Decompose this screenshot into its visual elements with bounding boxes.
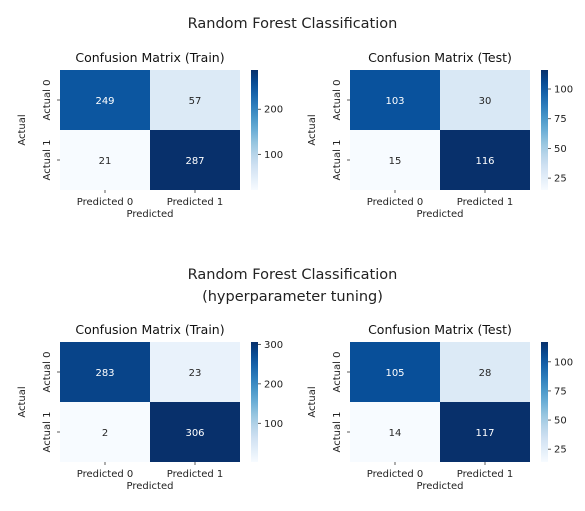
cell-value-r0-c1: 23 xyxy=(189,368,202,379)
bottom-suptitle-line1: Random Forest Classification xyxy=(187,267,398,283)
heatmap-cell-r0-c0 xyxy=(60,70,150,130)
x-axis-label: Predicted xyxy=(417,209,464,220)
cell-value-r1-c0: 21 xyxy=(99,156,112,167)
colorbar xyxy=(541,70,548,190)
colorbar xyxy=(541,342,548,462)
cell-value-r1-c0: 15 xyxy=(389,156,402,167)
chart-title: Confusion Matrix (Test) xyxy=(368,322,512,337)
x-tick-label-1: Predicted 1 xyxy=(457,469,513,480)
heatmap-cell-r1-c0 xyxy=(60,130,150,190)
x-tick-label-1: Predicted 1 xyxy=(167,197,223,208)
cell-value-r0-c0: 249 xyxy=(95,96,114,107)
x-tick-label-0: Predicted 0 xyxy=(77,197,133,208)
heatmap-test-default: Confusion Matrix (Test) 103 30 15 116 Predict… xyxy=(307,50,573,220)
x-axis-label: Predicted xyxy=(127,209,174,220)
y-axis-label: Actual xyxy=(17,114,28,145)
cell-value-r0-c1: 28 xyxy=(479,368,492,379)
heatmap-cell-r1-c1 xyxy=(440,402,530,462)
colorbar xyxy=(251,342,258,462)
heatmap-train-default: Confusion Matrix (Train) 249 57 21 287 Predic… xyxy=(17,50,283,220)
colorbar-tick-label-0: 100 xyxy=(264,150,283,161)
x-axis-label: Predicted xyxy=(417,481,464,492)
x-tick-label-0: Predicted 0 xyxy=(77,469,133,480)
chart-title: Confusion Matrix (Test) xyxy=(368,50,512,65)
y-axis-label: Actual xyxy=(307,386,318,417)
heatmap-cell-r1-c0 xyxy=(350,130,440,190)
top-suptitle: Random Forest Classification xyxy=(187,16,398,32)
heatmap-train-tuned: Confusion Matrix (Train) 283 23 2 306 Predict… xyxy=(17,322,283,492)
colorbar-tick-label-1: 200 xyxy=(264,379,283,390)
x-tick-label-0: Predicted 0 xyxy=(367,197,423,208)
colorbar-tick-label-3: 100 xyxy=(554,357,573,368)
colorbar-tick-label-3: 100 xyxy=(554,85,573,96)
heatmap-cell-r0-c0 xyxy=(60,342,150,402)
x-axis-label: Predicted xyxy=(127,481,174,492)
heatmap-cell-r1-c1 xyxy=(440,130,530,190)
y-axis-label: Actual xyxy=(307,114,318,145)
cell-value-r1-c1: 287 xyxy=(185,156,204,167)
colorbar xyxy=(251,70,258,190)
cell-value-r0-c0: 283 xyxy=(95,368,114,379)
heatmap-cell-r1-c1 xyxy=(150,402,240,462)
colorbar-tick-label-1: 50 xyxy=(554,144,567,155)
y-tick-label-0: Actual 0 xyxy=(42,80,53,121)
heatmap-cell-r0-c1 xyxy=(150,342,240,402)
cell-value-r0-c1: 30 xyxy=(479,96,492,107)
colorbar-tick-label-2: 75 xyxy=(554,386,567,397)
y-tick-label-0: Actual 0 xyxy=(332,352,343,393)
x-tick-label-1: Predicted 1 xyxy=(457,197,513,208)
cell-value-r1-c1: 306 xyxy=(185,428,204,439)
cell-value-r1-c0: 2 xyxy=(102,428,108,439)
y-axis-label: Actual xyxy=(17,386,28,417)
cell-value-r0-c0: 105 xyxy=(385,368,404,379)
colorbar-tick-label-2: 300 xyxy=(264,340,283,351)
heatmap-cell-r0-c1 xyxy=(440,70,530,130)
y-tick-label-1: Actual 1 xyxy=(42,140,53,181)
cell-value-r0-c1: 57 xyxy=(189,96,202,107)
y-tick-label-1: Actual 1 xyxy=(332,412,343,453)
colorbar-tick-label-2: 75 xyxy=(554,114,567,125)
y-tick-label-1: Actual 1 xyxy=(42,412,53,453)
heatmap-cell-r0-c0 xyxy=(350,70,440,130)
cell-value-r1-c0: 14 xyxy=(389,428,402,439)
y-tick-label-0: Actual 0 xyxy=(332,80,343,121)
heatmap-test-tuned: Confusion Matrix (Test) 105 28 14 117 Predict… xyxy=(307,322,573,492)
heatmap-cell-r0-c1 xyxy=(150,70,240,130)
x-tick-label-1: Predicted 1 xyxy=(167,469,223,480)
y-tick-label-0: Actual 0 xyxy=(42,352,53,393)
colorbar-tick-label-1: 200 xyxy=(264,105,283,116)
x-tick-label-0: Predicted 0 xyxy=(367,469,423,480)
heatmap-cell-r0-c0 xyxy=(350,342,440,402)
cell-value-r1-c1: 117 xyxy=(475,428,494,439)
heatmap-cell-r1-c1 xyxy=(150,130,240,190)
heatmap-cell-r0-c1 xyxy=(440,342,530,402)
heatmap-cell-r1-c0 xyxy=(60,402,150,462)
colorbar-tick-label-0: 25 xyxy=(554,445,567,456)
y-tick-label-1: Actual 1 xyxy=(332,140,343,181)
chart-title: Confusion Matrix (Train) xyxy=(75,322,224,337)
colorbar-tick-label-0: 25 xyxy=(554,174,567,185)
colorbar-tick-label-1: 50 xyxy=(554,416,567,427)
cell-value-r0-c0: 103 xyxy=(385,96,404,107)
colorbar-tick-label-0: 100 xyxy=(264,419,283,430)
chart-title: Confusion Matrix (Train) xyxy=(75,50,224,65)
bottom-suptitle-line2: (hyperparameter tuning) xyxy=(202,289,383,305)
cell-value-r1-c1: 116 xyxy=(475,156,494,167)
heatmap-cell-r1-c0 xyxy=(350,402,440,462)
